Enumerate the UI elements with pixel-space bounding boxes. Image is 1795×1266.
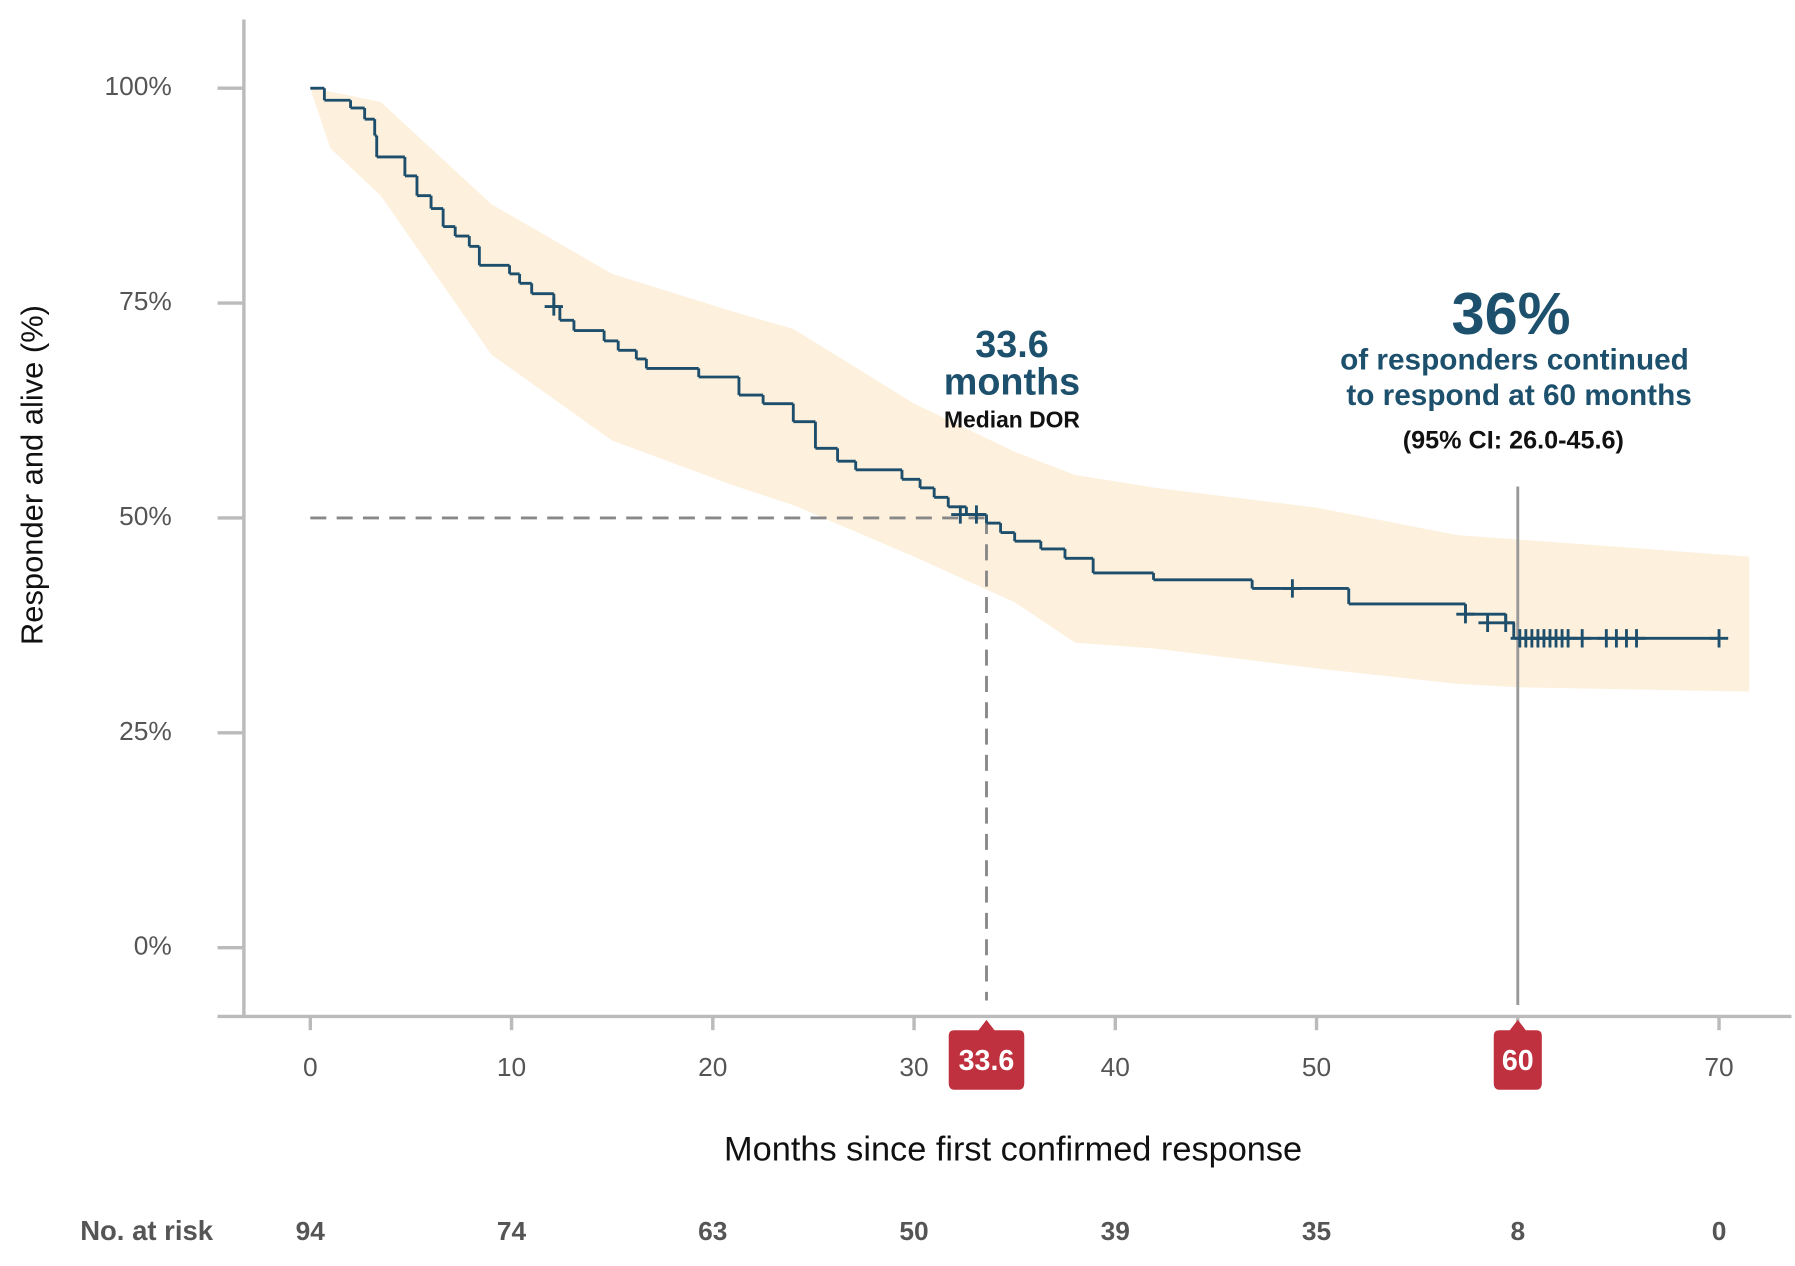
y-tick-label: 0% bbox=[134, 931, 172, 961]
rate-annotation: of responders continued bbox=[1340, 344, 1689, 377]
censor-mark bbox=[1456, 605, 1475, 624]
x-tick-label: 30 bbox=[899, 1052, 928, 1082]
badge bbox=[948, 1019, 1025, 1090]
badge-label: 60 bbox=[1502, 1045, 1534, 1077]
badge bbox=[1493, 1019, 1542, 1090]
censor-mark bbox=[544, 297, 563, 316]
censor-mark bbox=[1627, 629, 1646, 648]
at-risk-value: 50 bbox=[899, 1216, 928, 1246]
censor-mark bbox=[1709, 629, 1729, 648]
censor-mark bbox=[1573, 629, 1592, 648]
at-risk-value: 35 bbox=[1302, 1216, 1331, 1246]
x-tick-label: 20 bbox=[698, 1052, 727, 1082]
at-risk-value: 94 bbox=[296, 1216, 326, 1246]
censor-mark bbox=[967, 505, 986, 524]
y-tick-label: 25% bbox=[119, 716, 172, 746]
x-tick-label: 10 bbox=[497, 1052, 526, 1082]
rate-annotation: (95% CI: 26.0-45.6) bbox=[1403, 426, 1624, 454]
y-tick-label: 100% bbox=[104, 71, 171, 101]
median-annotation: months bbox=[944, 362, 1080, 404]
y-tick-label: 50% bbox=[119, 501, 172, 531]
censor-mark bbox=[1283, 579, 1302, 598]
x-tick-label: 0 bbox=[303, 1052, 318, 1082]
at-risk-value: 74 bbox=[497, 1216, 527, 1246]
x-tick-label: 40 bbox=[1101, 1052, 1130, 1082]
y-tick-label: 75% bbox=[119, 286, 172, 316]
ci-band bbox=[310, 88, 1750, 692]
median-annotation: 33.6 bbox=[975, 324, 1049, 366]
y-axis-label: Responder and alive (%) bbox=[15, 305, 50, 645]
rate-annotation: to respond at 60 months bbox=[1346, 379, 1691, 412]
rate-annotation: 36% bbox=[1451, 280, 1570, 347]
censor-mark bbox=[1478, 613, 1497, 632]
x-tick-label: 70 bbox=[1704, 1052, 1733, 1082]
at-risk-value: 39 bbox=[1101, 1216, 1130, 1246]
at-risk-label: No. at risk bbox=[80, 1215, 214, 1246]
median-annotation: Median DOR bbox=[944, 406, 1080, 432]
censor-mark bbox=[951, 505, 970, 524]
at-risk-value: 63 bbox=[698, 1216, 727, 1246]
at-risk-value: 0 bbox=[1712, 1216, 1727, 1246]
x-tick-label: 50 bbox=[1302, 1052, 1331, 1082]
at-risk-value: 8 bbox=[1510, 1216, 1525, 1246]
x-axis-label: Months since first confirmed response bbox=[724, 1131, 1302, 1169]
badge-label: 33.6 bbox=[959, 1045, 1015, 1077]
censor-mark bbox=[1496, 613, 1515, 632]
